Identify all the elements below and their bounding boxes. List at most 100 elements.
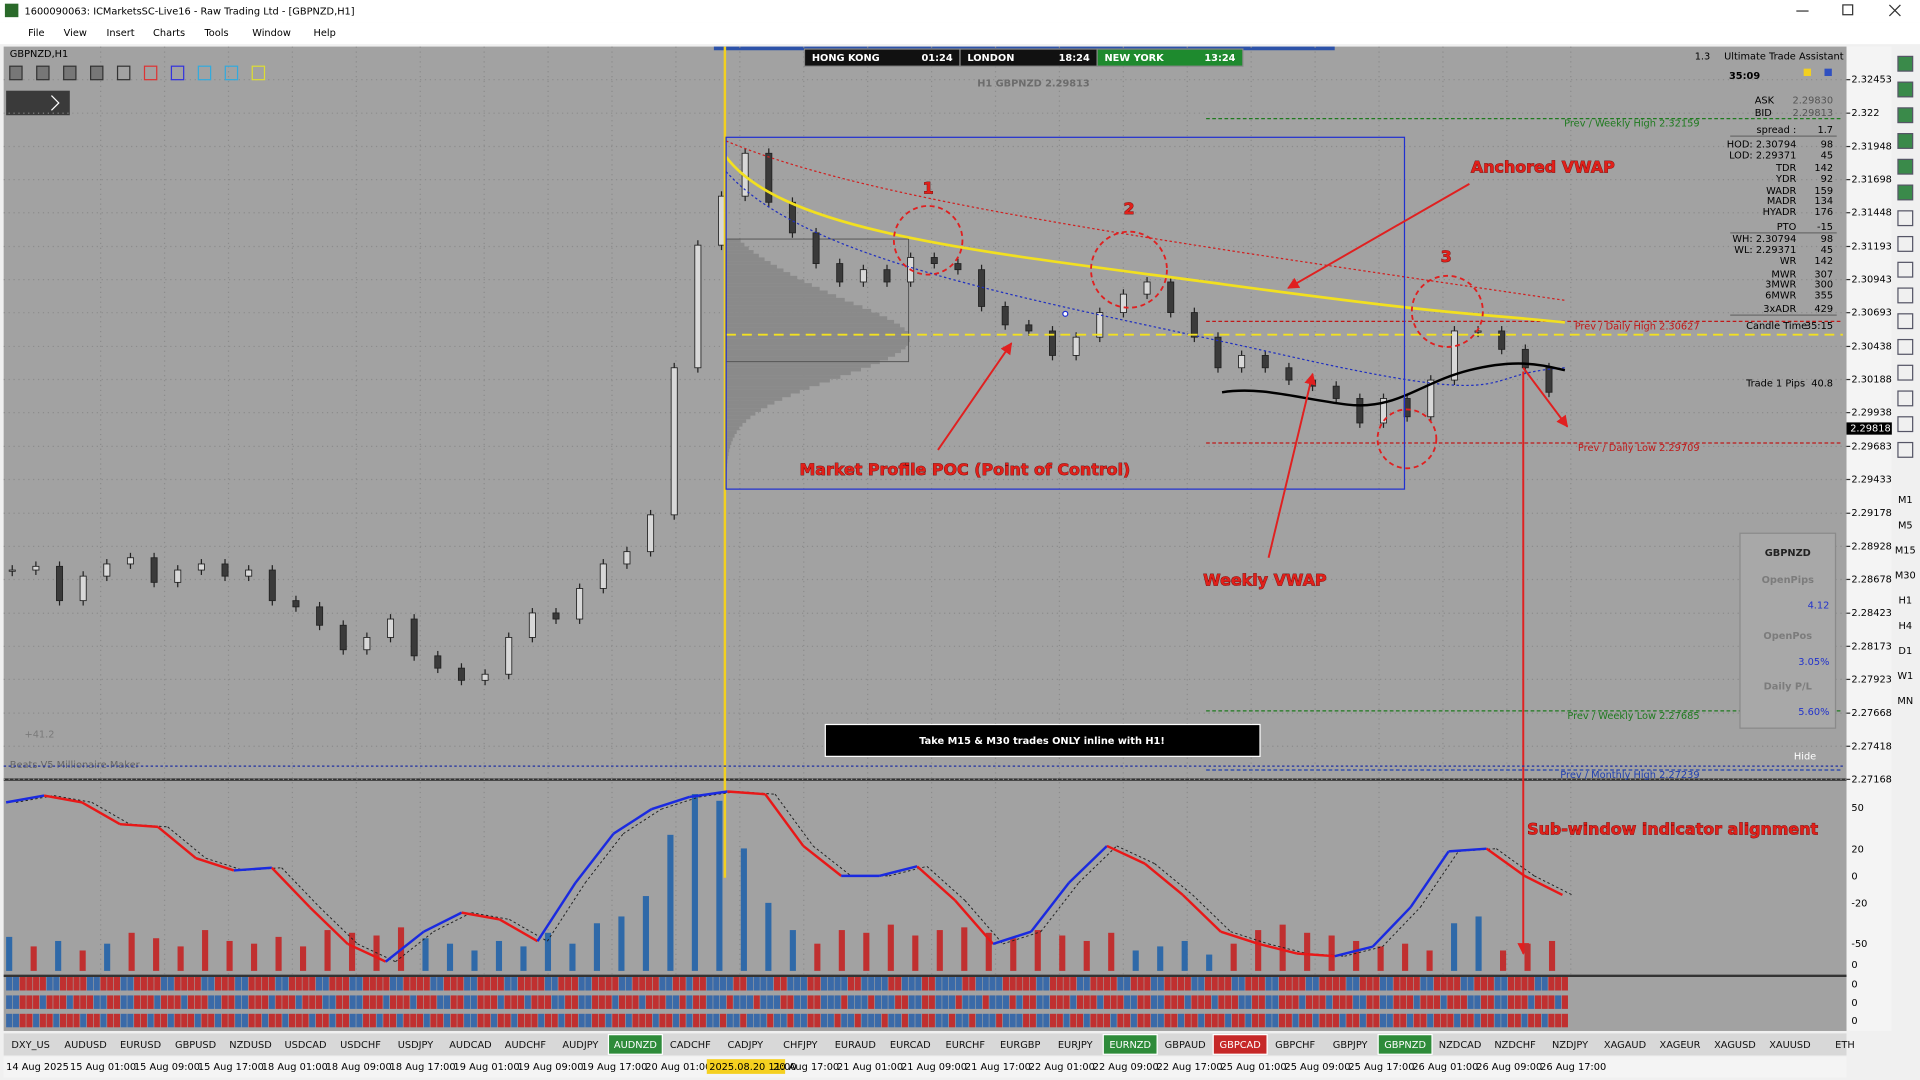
signal-cell [612,1013,619,1028]
toggle[interactable] [1803,68,1812,77]
symbol-tab[interactable]: XAGUSD [1714,1040,1756,1051]
symbol-tab[interactable]: EURCHF [946,1040,986,1051]
toolbar-icon[interactable] [1897,133,1914,149]
signal-cell [60,977,67,991]
tool-icon[interactable] [116,65,131,81]
symbol-tab[interactable]: EURGBP [1000,1040,1040,1051]
timeframe-button[interactable]: W1 [1897,671,1913,682]
toolbar-icon[interactable] [1897,184,1914,201]
signal-cell [672,995,679,1009]
symbol-tab[interactable]: USDCAD [285,1040,327,1051]
symbol-tab[interactable]: EURNZD [1109,1040,1151,1051]
menu-item[interactable]: View [64,28,87,39]
account-value: 4.12 [1808,601,1830,612]
symbol-tab[interactable]: AUDCHF [505,1040,547,1051]
symbol-tab[interactable]: GBPCHF [1275,1040,1315,1051]
symbol-tab[interactable]: CHFJPY [783,1040,817,1051]
toolbar-icon[interactable] [1897,287,1914,304]
toggle[interactable] [1824,68,1832,77]
panel-toggle[interactable] [6,90,70,116]
toolbar-icon[interactable] [1897,338,1914,355]
tool-icon[interactable] [63,65,77,81]
timeframe-button[interactable]: H4 [1899,621,1913,632]
symbol-tab[interactable]: GBPJPY [1333,1040,1368,1051]
market-profile [726,382,820,387]
toolbar-icon[interactable] [1897,313,1914,330]
hide-button[interactable]: Hide [1794,751,1816,762]
sub-window-bg [3,780,1847,975]
toolbar-icon[interactable] [1897,107,1914,124]
symbol-tab[interactable]: AUDJPY [562,1040,598,1051]
symbol-tab[interactable]: XAGAUD [1604,1040,1646,1051]
toolbar-icon[interactable] [1897,158,1914,175]
symbol-tab[interactable]: CADJPY [728,1040,764,1051]
symbol-tab[interactable]: AUDNZD [614,1040,657,1051]
menu-item[interactable]: Help [313,28,335,39]
assistant-value: 429 [1814,304,1833,315]
signal-cell [767,995,774,1009]
symbol-tab[interactable]: XAGEUR [1660,1040,1701,1051]
toolbar-icon[interactable] [1897,441,1914,458]
timeframe-button[interactable]: H1 [1899,596,1913,607]
timeframe-button[interactable]: MN [1897,696,1913,707]
timeframe-button[interactable]: D1 [1898,646,1912,657]
toolbar-icon[interactable] [1897,235,1914,252]
toolbar-icon[interactable] [1897,210,1914,227]
tool-icon[interactable] [143,65,158,81]
symbol-tab[interactable]: NZDCAD [1439,1040,1482,1051]
symbol-tab[interactable]: EURUSD [120,1040,161,1051]
signal-cell [780,1013,787,1028]
timeframe-button[interactable]: M1 [1898,495,1913,506]
signal-cell [773,995,781,1009]
timeframe-button[interactable]: M5 [1898,520,1913,531]
toolbar-icon[interactable] [1897,364,1914,381]
toolbar-icon[interactable] [1897,390,1914,407]
toolbar-icon[interactable] [1897,81,1914,98]
tool-icon[interactable] [36,65,50,81]
symbol-tab[interactable]: AUDUSD [64,1040,106,1051]
signal-cell [605,995,612,1009]
menu-item[interactable]: Tools [203,28,228,39]
toolbar-icon[interactable] [1897,55,1914,72]
symbol-tab[interactable]: GBPCAD [1220,1040,1261,1051]
signal-cell [1440,977,1447,991]
menu-item[interactable]: File [28,28,44,39]
symbol-tab[interactable]: EURJPY [1058,1040,1093,1051]
symbol-tab[interactable]: USDJPY [398,1040,433,1051]
timeframe-button[interactable]: M15 [1895,545,1916,556]
tool-icon[interactable] [197,65,212,81]
symbol-tab[interactable]: EURAUD [835,1040,876,1051]
tool-icon[interactable] [224,65,239,81]
symbol-tab[interactable]: USDCHF [340,1040,381,1051]
symbol-tab[interactable]: GBPUSD [175,1040,216,1051]
tool-icon[interactable] [170,65,185,81]
symbol-tab[interactable]: AUDCAD [449,1040,491,1051]
candle [339,624,347,651]
symbol-tab[interactable]: NZDUSD [229,1040,272,1051]
symbol-tab[interactable]: GBPAUD [1165,1040,1206,1051]
signal-cell [1359,1013,1366,1028]
symbol-tab[interactable]: CADCHF [670,1040,711,1051]
window-controls[interactable] [1796,4,1901,17]
symbol-tab[interactable]: DXY_US [11,1040,50,1051]
tool-icon[interactable] [251,65,266,81]
symbol-tab[interactable]: GBPNZD [1384,1040,1426,1051]
toolbar-icon[interactable] [1897,416,1914,433]
symbol-tab[interactable]: NZDJPY [1552,1040,1588,1051]
oscillator [461,911,500,921]
symbol-tab[interactable]: ETH [1835,1040,1855,1051]
histogram-bar [765,902,772,971]
candle [694,244,702,369]
menu-item[interactable]: Window [252,28,291,39]
menu-item[interactable]: Charts [153,28,185,39]
tool-icon[interactable] [90,65,104,81]
symbol-tab[interactable]: NZDCHF [1494,1040,1536,1051]
signal-cell [895,995,902,1009]
symbol-tab[interactable]: XAUUSD [1769,1040,1811,1051]
tool-icon[interactable] [9,65,23,81]
signal-cell [1521,995,1528,1009]
timeframe-button[interactable]: M30 [1895,571,1916,582]
menu-item[interactable]: Insert [107,28,135,39]
toolbar-icon[interactable] [1897,261,1914,278]
symbol-tab[interactable]: EURCAD [890,1040,931,1051]
